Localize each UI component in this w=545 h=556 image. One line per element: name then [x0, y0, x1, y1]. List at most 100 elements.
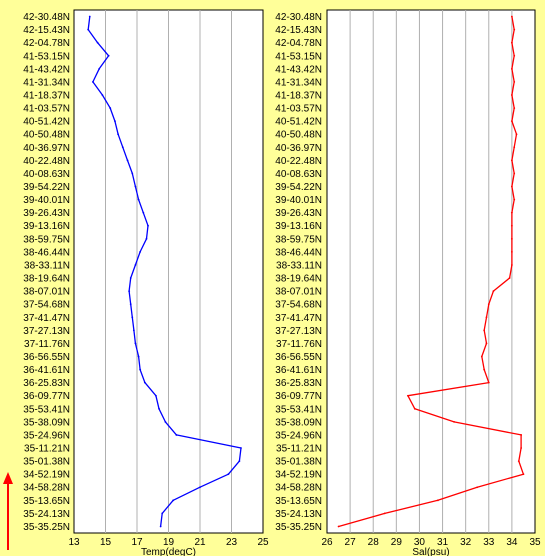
y-tick-label: 39-13.16N: [275, 221, 322, 232]
sal-data-point: [437, 499, 439, 502]
sal-data-point: [483, 329, 486, 332]
temp-data-point: [143, 381, 146, 384]
y-tick-label: 34-58.28N: [23, 483, 70, 494]
sal-data-point: [513, 172, 516, 175]
y-tick-label: 41-43.42N: [23, 64, 70, 75]
x-tick-label: 33: [483, 537, 495, 548]
y-tick-label: 38-19.64N: [275, 274, 322, 285]
sal-data-point: [476, 486, 479, 489]
temp-data-point: [98, 67, 101, 70]
sal-data-point: [513, 81, 516, 83]
y-tick-label: 41-03.57N: [23, 104, 70, 115]
temp-data-point: [145, 237, 148, 240]
y-tick-label: 39-26.43N: [275, 208, 322, 219]
y-tick-label: 42-04.78N: [23, 38, 70, 49]
sal-data-point: [510, 120, 513, 123]
y-tick-label: 38-19.64N: [23, 274, 70, 285]
y-tick-label: 35-38.09N: [275, 417, 322, 428]
y-tick-label: 40-36.97N: [275, 143, 322, 154]
sal-data-point: [510, 94, 513, 96]
sal-data-point: [492, 290, 495, 293]
y-tick-label: 37-11.76N: [276, 339, 322, 350]
y-tick-label: 41-53.15N: [275, 51, 322, 62]
temp-data-point: [131, 172, 134, 175]
sal-data-point: [453, 420, 456, 423]
x-tick-label: 15: [100, 537, 112, 548]
temp-data-point: [87, 28, 90, 31]
x-tick-label: 26: [321, 537, 333, 548]
sal-data-point: [513, 28, 516, 31]
sal-series-line: [338, 16, 525, 528]
temp-data-point: [129, 303, 132, 306]
y-tick-label: 38-07.01N: [275, 287, 322, 298]
temp-data-point: [121, 146, 124, 149]
temp-data-point: [131, 316, 134, 319]
sal-data-point: [485, 316, 488, 319]
y-tick-label: 35-11.21N: [276, 444, 322, 455]
temp-data-point: [161, 512, 164, 515]
sal-data-point: [480, 355, 483, 358]
temp-data-point: [137, 355, 140, 358]
temp-data-point: [227, 473, 230, 476]
y-tick-label: 35-24.96N: [23, 430, 70, 441]
temp-data-point: [107, 54, 110, 57]
y-tick-label: 34-52.19N: [23, 470, 70, 481]
y-tick-label: 35-53.41N: [275, 404, 322, 415]
x-tick-label: 28: [368, 537, 380, 548]
temp-data-point: [142, 211, 145, 214]
y-tick-label: 35-13.65N: [275, 496, 322, 507]
sal-data-point: [413, 407, 416, 410]
temp-data-point: [117, 133, 119, 136]
y-tick-label: 35-38.09N: [23, 417, 70, 428]
y-tick-label: 42-30.48N: [275, 12, 322, 23]
temp-data-point: [240, 447, 242, 449]
sal-data-point: [517, 460, 520, 462]
y-tick-label: 40-51.42N: [275, 117, 322, 128]
x-tick-label: 17: [131, 537, 143, 548]
y-tick-label: 37-54.68N: [275, 300, 322, 311]
sal-data-point: [483, 368, 486, 371]
y-tick-label: 42-30.48N: [23, 12, 70, 23]
sal-data-point: [510, 185, 513, 188]
temp-data-point: [134, 342, 137, 345]
sal-data-point: [510, 250, 513, 253]
y-tick-label: 41-43.42N: [275, 64, 322, 75]
y-tick-label: 39-54.22N: [23, 182, 70, 193]
y-tick-label: 40-08.63N: [23, 169, 70, 180]
y-tick-label: 41-31.34N: [23, 77, 70, 88]
y-tick-label: 36-25.83N: [23, 378, 70, 389]
temp-data-point: [147, 224, 149, 227]
y-tick-label: 36-09.77N: [275, 391, 322, 402]
y-tick-label: 36-41.61N: [23, 365, 70, 376]
y-tick-label: 41-18.37N: [23, 90, 70, 101]
temp-data-point: [132, 329, 135, 332]
sal-data-point: [513, 54, 516, 57]
y-tick-label: 38-59.75N: [23, 234, 70, 245]
x-tick-label: 21: [194, 537, 206, 548]
x-tick-label: 35: [529, 537, 541, 548]
x-axis-label: Sal(psu): [412, 547, 449, 556]
temp-data-point: [114, 120, 116, 123]
temp-data-point: [175, 434, 178, 436]
y-tick-label: 37-27.13N: [23, 326, 70, 337]
arrow-head: [3, 472, 13, 484]
y-tick-label: 40-36.97N: [23, 143, 70, 154]
sal-data-point: [337, 525, 340, 528]
x-tick-label: 34: [506, 537, 518, 548]
y-tick-label: 37-41.47N: [275, 313, 322, 324]
sal-data-point: [510, 264, 513, 266]
y-tick-label: 35-13.65N: [23, 496, 70, 507]
y-tick-label: 39-26.43N: [23, 208, 70, 219]
y-tick-label: 36-56.55N: [275, 352, 322, 363]
y-tick-label: 41-18.37N: [275, 90, 322, 101]
sal-data-point: [520, 434, 523, 436]
sal-data-point: [383, 512, 386, 515]
sal-data-point: [510, 67, 513, 70]
sal-data-point: [510, 224, 513, 227]
temp-data-point: [137, 198, 140, 201]
y-tick-label: 36-25.83N: [275, 378, 322, 389]
y-tick-label: 37-27.13N: [275, 326, 322, 337]
temp-data-point: [92, 81, 94, 83]
sal-data-point: [510, 159, 513, 162]
sal-data-point: [406, 394, 409, 397]
